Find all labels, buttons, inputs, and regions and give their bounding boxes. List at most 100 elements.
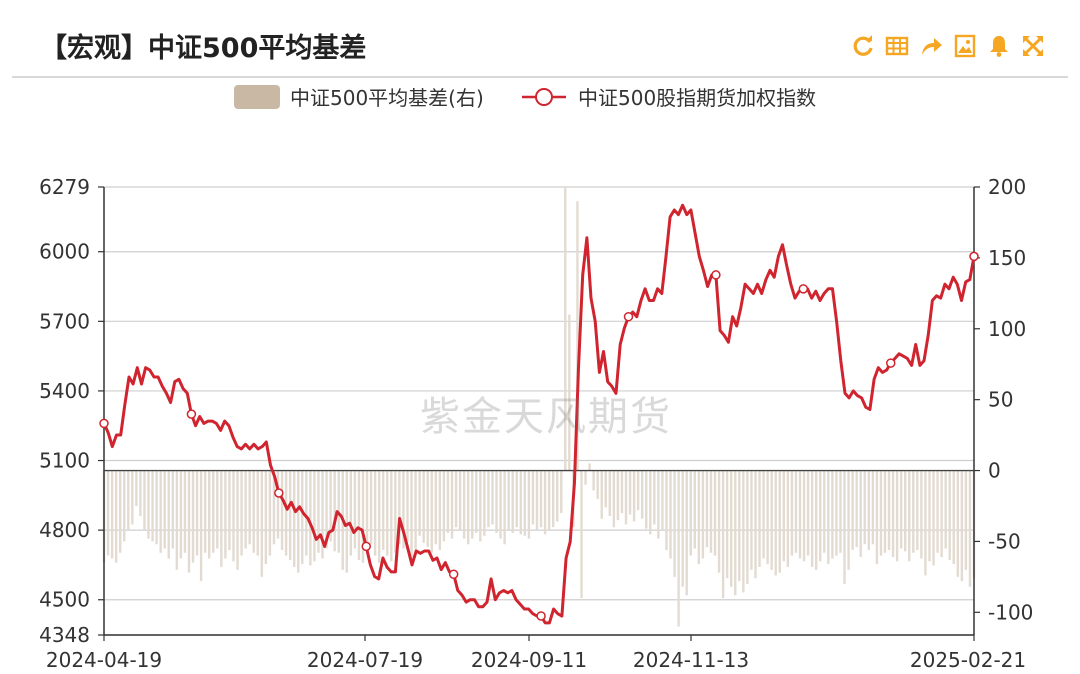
basis-bar: [766, 470, 769, 565]
basis-bar: [564, 187, 567, 471]
basis-bar: [847, 470, 850, 570]
basis-bar: [855, 470, 858, 548]
basis-bar: [806, 470, 810, 556]
basis-bar: [701, 470, 705, 559]
basis-bar: [588, 463, 591, 471]
basis-bar: [386, 470, 389, 556]
basis-bar: [357, 470, 361, 560]
index-point: [99, 418, 109, 429]
basis-bar: [790, 470, 794, 556]
basis-bar: [507, 470, 510, 531]
watermark-text: 紫金天风期货: [420, 394, 672, 440]
basis-bar: [839, 470, 842, 553]
basis-bar: [616, 470, 620, 521]
y-left-tick-label: 5700: [39, 309, 90, 333]
basis-bar: [693, 470, 696, 549]
basis-bar: [665, 470, 668, 550]
basis-bar: [309, 470, 312, 566]
basis-bar: [604, 470, 607, 508]
basis-bar: [163, 470, 166, 549]
basis-bar: [515, 470, 518, 528]
basis-bar: [527, 470, 531, 539]
basis-bar: [936, 470, 939, 553]
basis-bar: [519, 470, 522, 535]
basis-bar: [677, 470, 680, 627]
basis-bar: [717, 470, 721, 573]
basis-bar: [329, 470, 332, 542]
header-divider: [12, 76, 1068, 78]
basis-bar: [127, 470, 130, 531]
y-left-tick-label: 5100: [39, 449, 90, 473]
refresh-icon[interactable]: [850, 33, 876, 59]
bell-icon[interactable]: [986, 33, 1012, 59]
basis-bar: [632, 470, 636, 522]
basis-bar: [814, 470, 818, 570]
index-point: [361, 541, 371, 552]
basis-bar: [402, 470, 405, 549]
basis-bar: [928, 470, 931, 562]
basis-bar: [778, 470, 781, 573]
basis-bar: [135, 470, 138, 506]
basis-bar: [912, 470, 915, 553]
basis-bar: [171, 470, 174, 549]
basis-bar: [580, 470, 583, 599]
basis-bar: [175, 470, 179, 570]
basis-bar: [673, 470, 676, 577]
basis-bar: [466, 470, 470, 545]
basis-bar: [895, 470, 899, 562]
legend-item-index[interactable]: 中证500股指期货加权指数: [520, 82, 816, 111]
basis-bar: [260, 470, 264, 577]
x-tick-label: 2024-09-11: [471, 648, 587, 672]
basis-bar: [879, 470, 883, 556]
fullscreen-icon[interactable]: [1020, 33, 1046, 59]
basis-bar: [843, 470, 846, 584]
y-right-tick-label: -100: [988, 600, 1033, 624]
share-icon[interactable]: [918, 33, 944, 59]
basis-bar: [442, 470, 446, 542]
chart-header: 【宏观】中证500平均基差: [0, 0, 1080, 78]
basis-bar: [131, 470, 134, 525]
basis-bar: [920, 470, 923, 559]
y-left-tick-label: 5400: [39, 379, 90, 403]
basis-bar: [414, 470, 417, 553]
basis-bar: [365, 470, 369, 553]
basis-bar: [762, 470, 765, 559]
basis-bar: [891, 470, 895, 558]
basis-bar: [568, 314, 571, 471]
image-icon[interactable]: [952, 33, 978, 59]
basis-bar: [649, 470, 652, 535]
basis-bar: [471, 470, 474, 539]
basis-bar: [159, 470, 162, 553]
index-point: [885, 358, 896, 368]
y-left-tick-label: 6000: [39, 240, 90, 264]
basis-bar: [252, 470, 255, 553]
basis-bar: [960, 470, 964, 582]
table-icon[interactable]: [884, 33, 910, 59]
y-right-tick-label: 100: [988, 317, 1026, 341]
basis-bar: [551, 470, 555, 528]
basis-bar: [216, 470, 219, 549]
basis-bar: [721, 470, 725, 599]
basis-bar: [867, 470, 870, 550]
index-point: [711, 270, 721, 280]
basis-bar: [398, 470, 401, 545]
chart-title: 【宏观】中证500平均基差: [40, 33, 367, 64]
y-left-tick-label: 4348: [39, 623, 90, 647]
basis-bar: [305, 470, 308, 556]
basis-bar: [592, 470, 595, 491]
basis-bar: [410, 470, 413, 559]
basis-bar: [899, 470, 903, 549]
basis-bar: [369, 470, 373, 545]
basis-bar: [167, 470, 170, 559]
legend-item-basis[interactable]: 中证500平均基差(右): [234, 82, 484, 111]
basis-bar: [628, 470, 632, 515]
basis-bar: [689, 470, 692, 556]
basis-bar: [475, 470, 478, 533]
basis-bar: [232, 470, 235, 562]
basis-bar: [264, 470, 268, 565]
basis-bar: [361, 470, 365, 563]
index-point: [274, 488, 284, 498]
basis-bar: [297, 470, 300, 573]
basis-bar: [640, 470, 644, 519]
basis-bar: [560, 470, 563, 514]
